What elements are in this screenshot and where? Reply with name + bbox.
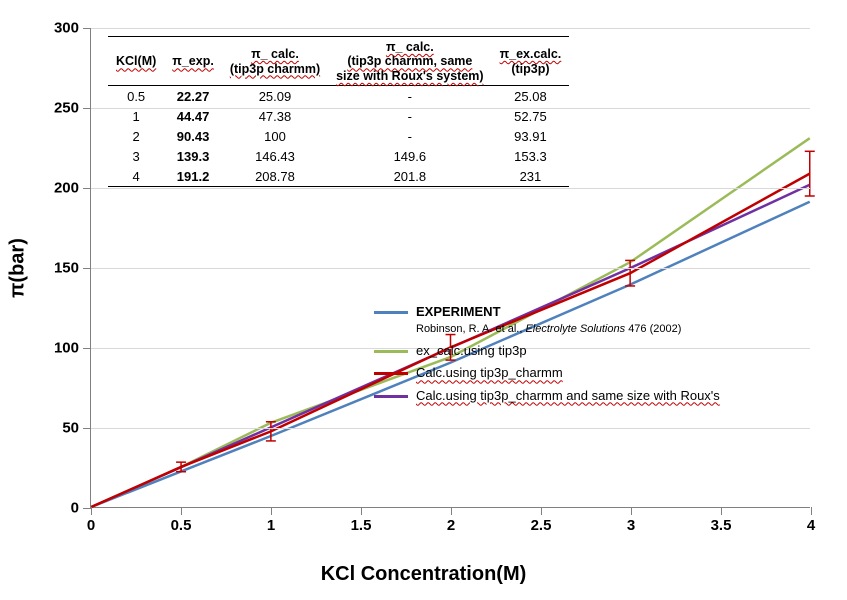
x-tick-label: 3 xyxy=(627,517,635,534)
x-tick xyxy=(721,507,722,515)
col-exp: π_exp. xyxy=(164,37,222,86)
legend-swatch xyxy=(374,395,408,398)
table-row: 4 191.2 208.78 201.8 231 xyxy=(108,166,569,187)
y-tick xyxy=(83,348,91,349)
x-tick xyxy=(181,507,182,515)
legend-swatch xyxy=(374,372,408,375)
table-header-row: KCl(M) π_exp. π_ calc. (tip3p charmm) π_… xyxy=(108,37,569,86)
y-tick-label: 200 xyxy=(54,180,79,197)
gridline xyxy=(91,188,810,189)
legend-swatch xyxy=(374,350,408,353)
y-tick-label: 300 xyxy=(54,20,79,37)
col-calc1: π_ calc. (tip3p charmm) xyxy=(222,37,328,86)
y-tick-label: 100 xyxy=(54,340,79,357)
table-row: 1 44.47 47.38 - 52.75 xyxy=(108,106,569,126)
x-axis-title: KCl Concentration(M) xyxy=(321,563,527,586)
legend-item-experiment: EXPERIMENT Robinson, R. A. et al., Elect… xyxy=(374,304,720,337)
table-body: 0.5 22.27 25.09 - 25.08 1 44.47 47.38 - … xyxy=(108,86,569,187)
x-tick-label: 4 xyxy=(807,517,815,534)
chart-container: 0 50 100 150 200 250 300 0 0.5 1 1.5 2 2.5 3 3.5 4 π(ba… xyxy=(0,0,847,600)
x-tick-label: 3.5 xyxy=(711,517,732,534)
gridline xyxy=(91,268,810,269)
y-tick-label: 250 xyxy=(54,100,79,117)
y-tick xyxy=(83,508,91,509)
y-tick xyxy=(83,268,91,269)
legend-swatch xyxy=(374,311,408,314)
col-calc3: π_ex.calc. (tip3p) xyxy=(492,37,570,86)
legend-label: EXPERIMENT Robinson, R. A. et al., Elect… xyxy=(416,304,681,337)
x-tick-label: 1 xyxy=(267,517,275,534)
x-tick xyxy=(451,507,452,515)
gridline xyxy=(91,428,810,429)
y-tick-label: 0 xyxy=(71,500,79,517)
legend-label: ex_calc.using tip3p xyxy=(416,343,527,359)
table-row: 2 90.43 100 - 93.91 xyxy=(108,126,569,146)
y-tick xyxy=(83,188,91,189)
x-tick-label: 2 xyxy=(447,517,455,534)
x-tick-label: 0.5 xyxy=(171,517,192,534)
x-tick xyxy=(271,507,272,515)
y-tick-label: 50 xyxy=(62,420,79,437)
legend-item-ex-calc-tip3p: ex_calc.using tip3p xyxy=(374,343,720,359)
legend-item-calc-tip3p-charmm: Calc.using tip3p_charmm xyxy=(374,365,720,381)
y-tick xyxy=(83,28,91,29)
gridline xyxy=(91,28,810,29)
y-tick xyxy=(83,428,91,429)
x-tick xyxy=(361,507,362,515)
x-tick-label: 0 xyxy=(87,517,95,534)
table-row: 3 139.3 146.43 149.6 153.3 xyxy=(108,146,569,166)
y-tick xyxy=(83,108,91,109)
legend: EXPERIMENT Robinson, R. A. et al., Elect… xyxy=(374,304,720,410)
overlay-data-table: KCl(M) π_exp. π_ calc. (tip3p charmm) π_… xyxy=(108,36,569,187)
x-tick-label: 1.5 xyxy=(351,517,372,534)
error-bar xyxy=(805,151,815,196)
col-kcl: KCl(M) xyxy=(108,37,164,86)
y-tick-label: 150 xyxy=(54,260,79,277)
x-tick xyxy=(541,507,542,515)
table-row: 0.5 22.27 25.09 - 25.08 xyxy=(108,86,569,107)
legend-label: Calc.using tip3p_charmm and same size wi… xyxy=(416,388,720,404)
y-axis-title: π(bar) xyxy=(7,238,30,298)
legend-label: Calc.using tip3p_charmm xyxy=(416,365,563,381)
x-tick xyxy=(811,507,812,515)
x-tick xyxy=(631,507,632,515)
x-tick xyxy=(91,507,92,515)
col-calc2: π_ calc. (tip3p charmm, same size with R… xyxy=(328,37,491,86)
x-tick-label: 2.5 xyxy=(531,517,552,534)
legend-item-calc-tip3p-charmm-roux: Calc.using tip3p_charmm and same size wi… xyxy=(374,388,720,404)
